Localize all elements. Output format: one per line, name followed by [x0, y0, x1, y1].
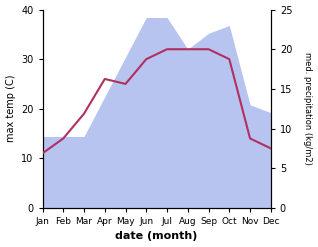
- Y-axis label: max temp (C): max temp (C): [5, 75, 16, 143]
- Y-axis label: med. precipitation (kg/m2): med. precipitation (kg/m2): [303, 52, 313, 165]
- X-axis label: date (month): date (month): [115, 231, 198, 242]
